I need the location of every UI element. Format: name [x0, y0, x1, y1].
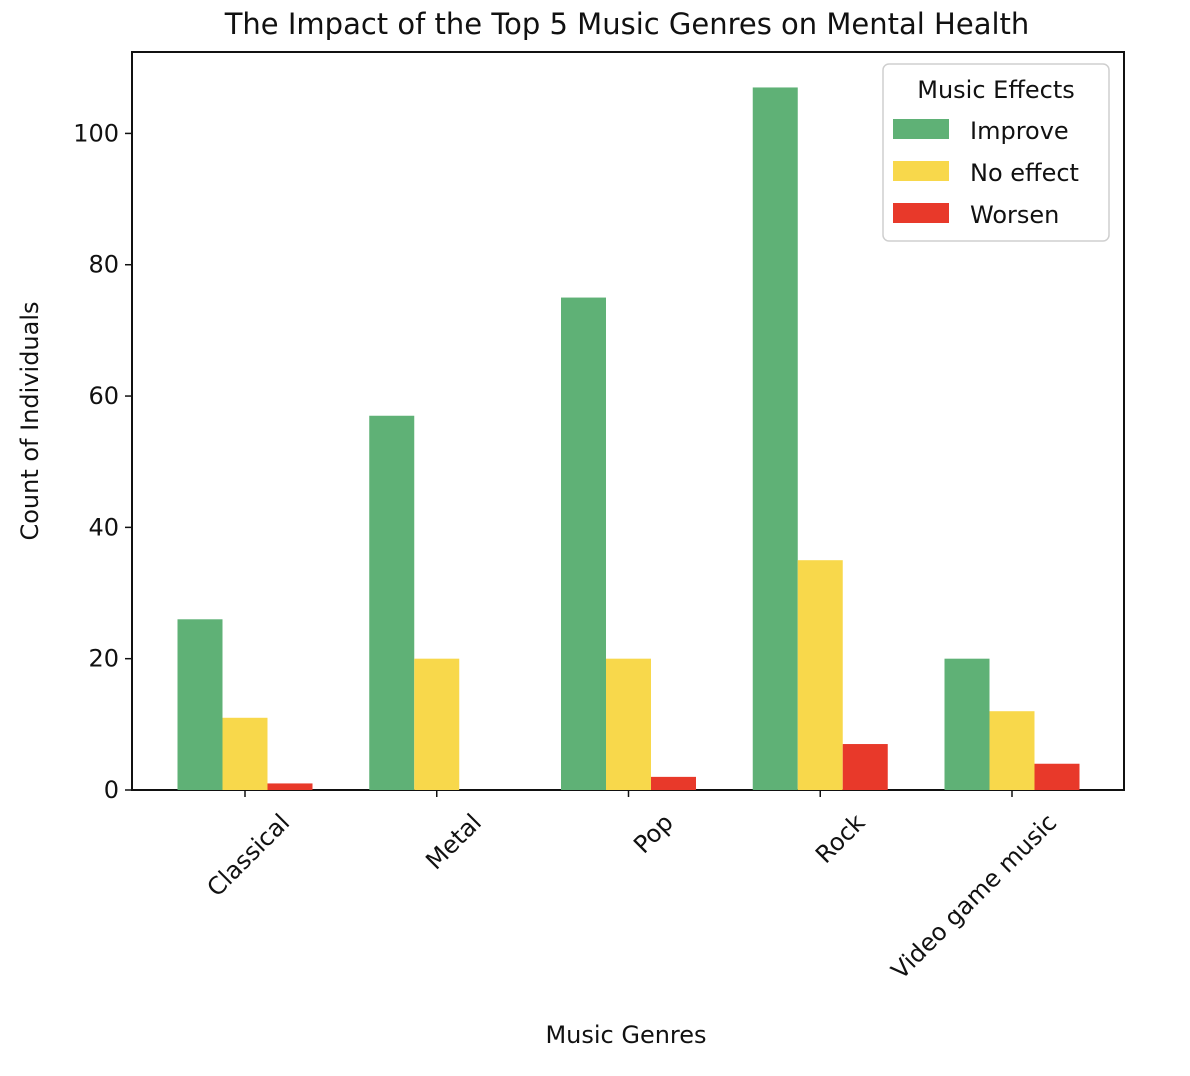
y-tick-label: 80	[88, 251, 119, 279]
x-axis: Classical Metal Pop Rock Video game music	[202, 790, 1062, 985]
bar-classical-improve	[177, 619, 223, 790]
bar-classical-worsen	[267, 783, 313, 790]
legend-items: Improve No effect Worsen	[893, 117, 1079, 229]
x-tick-label: Video game music	[886, 808, 1062, 984]
legend-label-no-effect: No effect	[970, 159, 1079, 187]
x-tick-label: Rock	[810, 808, 870, 868]
y-tick-label: 20	[88, 645, 119, 673]
legend-label-improve: Improve	[970, 117, 1069, 145]
y-tick-label: 100	[73, 119, 119, 147]
legend-swatch-worsen	[893, 203, 949, 223]
y-tick-label: 40	[88, 513, 119, 541]
x-tick-label: Pop	[628, 808, 679, 859]
y-tick-label: 60	[88, 382, 119, 410]
bar-pop-improve	[561, 297, 606, 790]
bar-classical-no-effect	[222, 717, 268, 790]
y-axis-label: Count of Individuals	[16, 301, 44, 540]
legend-label-worsen: Worsen	[970, 201, 1059, 229]
bar-metal-improve	[369, 415, 415, 790]
y-axis: 0 20 40 60 80 100	[73, 119, 132, 804]
bar-video-game-music-worsen	[1034, 763, 1080, 790]
plot-area: 0 20 40 60 80 100 Classical Metal Pop Rock Video …	[73, 51, 1125, 985]
x-tick-label: Classical	[202, 808, 296, 902]
legend-swatch-no-effect	[893, 161, 949, 181]
y-tick-label: 0	[104, 776, 119, 804]
x-tick-label: Metal	[420, 808, 487, 875]
bars	[177, 87, 1080, 790]
legend-title: Music Effects	[917, 76, 1075, 104]
legend: Music Effects Improve No effect Worsen	[882, 63, 1110, 242]
bar-pop-no-effect	[606, 658, 651, 790]
bar-rock-improve	[752, 87, 798, 790]
bar-video-game-music-no-effect	[989, 711, 1035, 790]
legend-box	[882, 63, 1110, 242]
bar-video-game-music-improve	[944, 658, 990, 790]
bar-rock-worsen	[842, 744, 888, 790]
chart-title: The Impact of the Top 5 Music Genres on …	[224, 7, 1030, 41]
bar-pop-worsen	[651, 776, 696, 790]
bar-rock-no-effect	[797, 560, 843, 790]
bar-metal-no-effect	[414, 658, 460, 790]
legend-swatch-improve	[893, 119, 949, 139]
x-axis-label: Music Genres	[545, 1021, 706, 1049]
